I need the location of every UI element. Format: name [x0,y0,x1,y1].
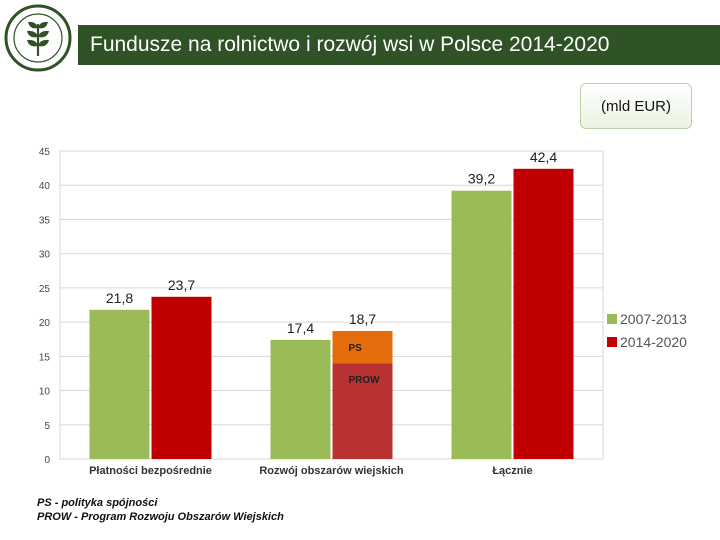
y-tick-label: 5 [44,421,50,432]
legend-swatch [607,337,617,347]
y-tick-label: 25 [39,284,51,295]
data-label: 17,4 [287,320,314,336]
y-tick-label: 10 [39,387,51,398]
x-category-label: Łącznie [492,465,532,477]
header: Fundusze na rolnictwo i rozwój wsi w Pol… [0,0,720,75]
bar [513,168,574,459]
bar [270,339,331,459]
y-tick-label: 30 [39,250,51,261]
y-tick-label: 45 [39,147,51,158]
bar-segment-prow [332,363,393,459]
segment-label-ps: PS [349,343,363,354]
bar [89,309,150,459]
y-tick-label: 15 [39,352,51,363]
y-tick-label: 20 [39,318,51,329]
footnote-prow: PROW - Program Rozwoju Obszarów Wiejskic… [37,511,284,523]
data-label: 18,7 [349,311,376,327]
segment-label-prow: PROW [349,375,381,386]
bar-chart: 0 5 10 15 20 25 30 35 40 45 21,8 23,7 Płatności bezp… [39,147,687,477]
data-label: 39,2 [468,171,495,187]
x-category-label: Rozwój obszarów wiejskich [259,465,404,477]
y-tick-label: 0 [44,455,50,466]
ministry-seal-icon [4,4,72,72]
y-tick-label: 40 [39,181,51,192]
legend-swatch [607,314,617,324]
data-label: 42,4 [530,149,557,165]
legend-label: 2014-2020 [620,334,687,350]
footnotes: PS - polityka spójności PROW - Program R… [37,496,284,524]
bar [151,296,212,459]
footnote-ps: PS - polityka spójności [37,497,158,509]
bar [451,190,512,459]
data-label: 23,7 [168,277,195,293]
data-label: 21,8 [106,290,133,306]
unit-label: (mld EUR) [580,83,692,129]
bar-segment-ps [332,331,393,364]
y-tick-label: 35 [39,215,51,226]
x-category-label: Płatności bezpośrednie [89,465,212,477]
legend-label: 2007-2013 [620,311,687,327]
page-title: Fundusze na rolnictwo i rozwój wsi w Pol… [78,25,720,65]
plot-area [59,150,604,460]
